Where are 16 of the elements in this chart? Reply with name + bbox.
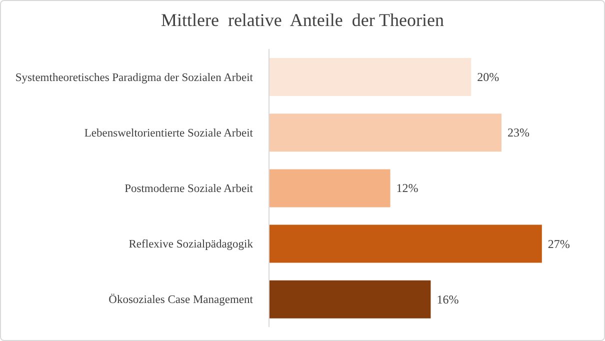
bar: [269, 169, 390, 208]
chart-title: Mittlere relative Anteile der Theorien: [160, 10, 446, 31]
y-tick-label: Ökosoziales Case Management: [108, 293, 254, 306]
data-label: 20%: [477, 70, 500, 84]
bar: [269, 224, 542, 263]
bar: [269, 280, 431, 318]
bar: [269, 58, 472, 96]
y-tick-label: Postmoderne Soziale Arbeit: [124, 183, 254, 195]
bar: [269, 114, 502, 152]
data-label: 27%: [548, 236, 570, 251]
y-tick-label: Reflexive Sozialpädagogik: [128, 238, 254, 251]
data-label: 16%: [436, 292, 459, 306]
data-label: 12%: [396, 181, 418, 196]
data-label: 23%: [507, 126, 530, 140]
y-tick-label: Systemtheoretisches Paradigma der Sozialen Arbeit: [15, 72, 254, 84]
y-tick-label: Lebensweltorientierte Soziale Arbeit: [84, 127, 254, 140]
